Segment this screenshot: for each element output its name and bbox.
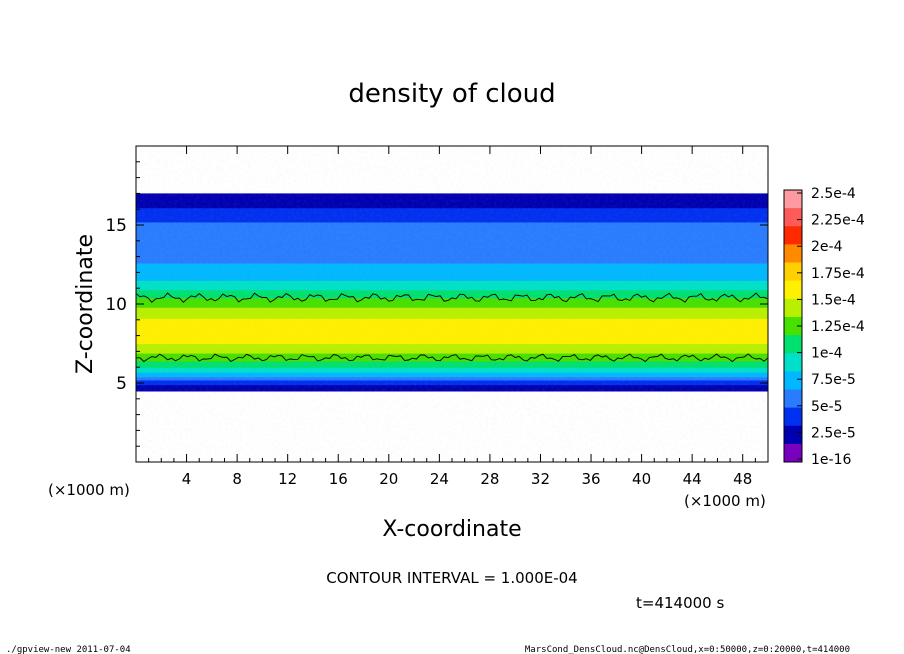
- colorbar-label: 1.5e-4: [811, 292, 856, 308]
- x-tick-label: 4: [182, 470, 192, 488]
- colorbar-swatch: [784, 389, 802, 409]
- colorbar-swatch: [784, 298, 802, 318]
- colorbar-swatch: [784, 316, 802, 336]
- colorbar-label: 1e-16: [811, 452, 851, 468]
- colorbar-swatch: [784, 262, 802, 282]
- colorbar-label: 1.25e-4: [811, 319, 865, 335]
- x-tick-label: 20: [379, 470, 398, 488]
- colorbar-swatch: [784, 353, 802, 372]
- colorbar-swatch: [784, 208, 802, 227]
- colorbar-swatch: [784, 371, 802, 390]
- contour-line: [136, 292, 768, 303]
- colorbar-swatch: [784, 280, 802, 300]
- colorbar-label: 2.5e-5: [811, 425, 856, 441]
- colorbar-label: 2e-4: [811, 239, 843, 255]
- colorbar-label: 1.75e-4: [811, 266, 865, 282]
- contour-lines: [136, 292, 768, 363]
- colorbar-label: 2.25e-4: [811, 213, 865, 229]
- colorbar-swatch: [784, 407, 802, 427]
- contour-interval-text: CONTOUR INTERVAL = 1.000E-04: [326, 569, 577, 587]
- colorbar-swatch: [784, 244, 802, 264]
- x-unit-label-right: (×1000 m): [684, 492, 766, 510]
- x-tick-label: 36: [581, 470, 600, 488]
- x-tick-label: 24: [430, 470, 449, 488]
- y-axis-ticks: 5 10 15: [105, 161, 768, 447]
- y-tick-label: 10: [105, 295, 127, 315]
- x-tick-label: 8: [232, 470, 242, 488]
- chart-title: density of cloud: [348, 79, 555, 109]
- footer-right: MarsCond_DensCloud.nc@DensCloud,x=0:5000…: [525, 645, 850, 654]
- texture-overlay: [136, 146, 768, 462]
- time-text: t=414000 s: [636, 594, 724, 612]
- colorbar-label: 5e-5: [811, 399, 842, 415]
- x-tick-label: 16: [329, 470, 348, 488]
- x-tick-label: 40: [632, 470, 651, 488]
- x-tick-label: 48: [733, 470, 752, 488]
- y-axis-label: Z-coordinate: [73, 234, 98, 374]
- plot-area: [136, 146, 768, 462]
- colorbar-swatch: [784, 226, 802, 245]
- colorbar-swatch: [784, 443, 802, 463]
- x-axis-ticks: 4 8 12 16 20 24 28 32 36 40 44 48: [148, 146, 756, 488]
- colorbar-label: 7.5e-5: [811, 372, 856, 388]
- colorbar-swatch: [784, 335, 802, 354]
- footer-left: ./gpview-new 2011-07-04: [6, 645, 131, 654]
- colorbar-swatch: [784, 190, 802, 209]
- x-tick-label: 12: [278, 470, 297, 488]
- colorbar-label: 2.5e-4: [811, 186, 856, 202]
- colorbar-label: 1e-4: [811, 346, 843, 362]
- x-tick-label: 44: [683, 470, 702, 488]
- y-tick-label: 15: [105, 216, 127, 236]
- colorbar-swatch: [784, 425, 802, 445]
- x-axis-label: X-coordinate: [382, 517, 521, 542]
- contour-line: [136, 353, 768, 363]
- x-tick-label: 28: [480, 470, 499, 488]
- x-unit-label-left: (×1000 m): [48, 481, 130, 499]
- y-tick-label: 5: [116, 374, 127, 394]
- x-tick-label: 32: [531, 470, 550, 488]
- colorbar: 2.5e-4 2.25e-4 2e-4 1.75e-4 1.5e-4 1.25e-4 1e-…: [783, 186, 865, 468]
